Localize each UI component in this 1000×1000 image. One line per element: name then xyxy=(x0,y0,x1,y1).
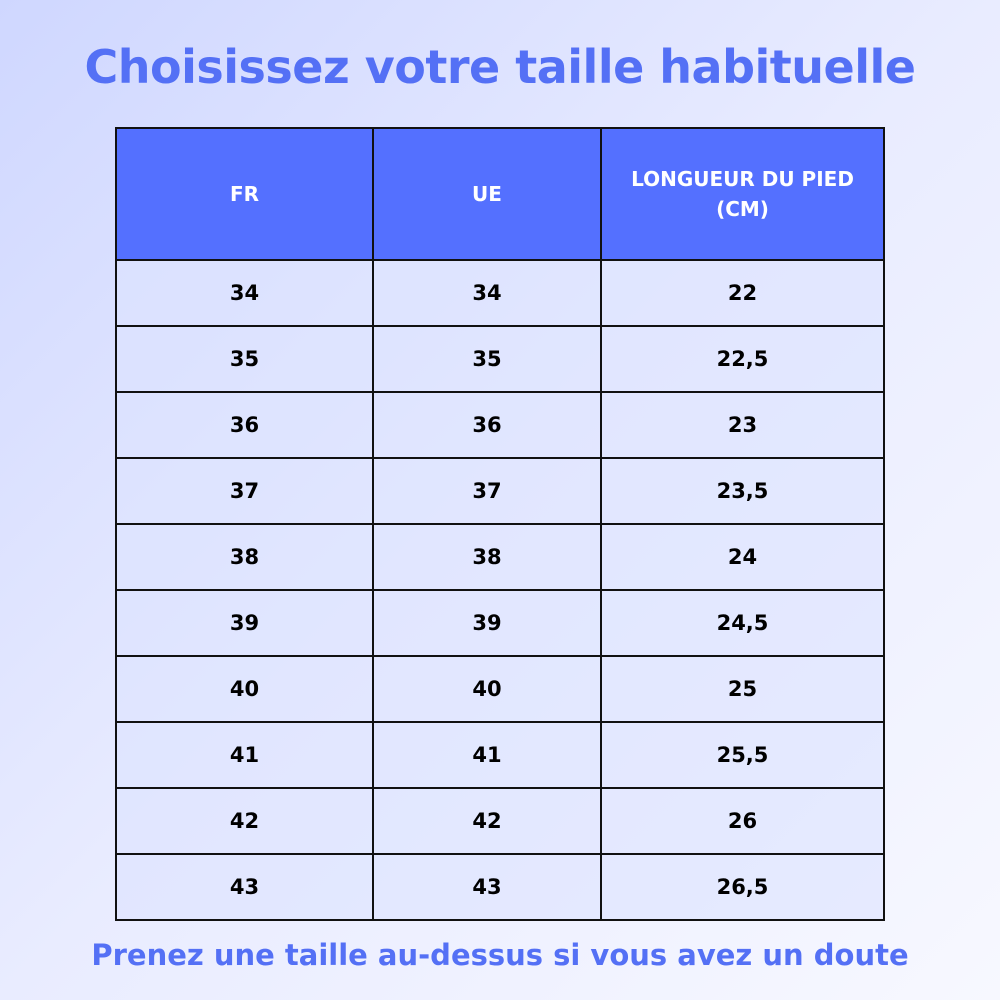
table-cell: 22,5 xyxy=(600,325,885,393)
table-cell: 34 xyxy=(372,259,602,327)
table-cell: 41 xyxy=(372,721,602,789)
column-header: LONGUEUR DU PIED (CM) xyxy=(600,127,885,261)
footer-note: Prenez une taille au-dessus si vous avez… xyxy=(91,938,909,972)
title: Choisissez votre taille habituelle xyxy=(84,40,916,94)
table-cell: 38 xyxy=(115,523,374,591)
table-cell: 40 xyxy=(372,655,602,723)
table-cell: 26,5 xyxy=(600,853,885,921)
table-cell: 39 xyxy=(372,589,602,657)
table-row: 39 39 24,5 xyxy=(115,589,885,657)
table-cell: 26 xyxy=(600,787,885,855)
table-cell: 42 xyxy=(115,787,374,855)
table-cell: 23 xyxy=(600,391,885,459)
table-cell: 41 xyxy=(115,721,374,789)
table-cell: 34 xyxy=(115,259,374,327)
table-row: 37 37 23,5 xyxy=(115,457,885,525)
table-row: 43 43 26,5 xyxy=(115,853,885,921)
table-cell: 43 xyxy=(115,853,374,921)
table-cell: 38 xyxy=(372,523,602,591)
table-row: 35 35 22,5 xyxy=(115,325,885,393)
table-row: 40 40 25 xyxy=(115,655,885,723)
table-cell: 35 xyxy=(115,325,374,393)
table-body: 34 34 22 35 35 22,5 36 36 23 37 37 23,5 38 38 24 39 39 24… xyxy=(115,259,885,921)
table-cell: 43 xyxy=(372,853,602,921)
table-cell: 24 xyxy=(600,523,885,591)
table-row: 42 42 26 xyxy=(115,787,885,855)
table-cell: 37 xyxy=(115,457,374,525)
table-row: 41 41 25,5 xyxy=(115,721,885,789)
size-table: FR UE LONGUEUR DU PIED (CM) 34 34 22 35 35 22,5… xyxy=(115,127,885,921)
table-cell: 25,5 xyxy=(600,721,885,789)
table-row: 38 38 24 xyxy=(115,523,885,591)
column-header: UE xyxy=(372,127,602,261)
table-cell: 36 xyxy=(115,391,374,459)
table-cell: 22 xyxy=(600,259,885,327)
column-header: FR xyxy=(115,127,374,261)
table-cell: 35 xyxy=(372,325,602,393)
table-cell: 37 xyxy=(372,457,602,525)
table-cell: 23,5 xyxy=(600,457,885,525)
table-cell: 42 xyxy=(372,787,602,855)
header-row: FR UE LONGUEUR DU PIED (CM) xyxy=(115,127,885,261)
table-row: 36 36 23 xyxy=(115,391,885,459)
table-cell: 40 xyxy=(115,655,374,723)
table-row: 34 34 22 xyxy=(115,259,885,327)
table-cell: 36 xyxy=(372,391,602,459)
table-cell: 25 xyxy=(600,655,885,723)
table-cell: 39 xyxy=(115,589,374,657)
table-cell: 24,5 xyxy=(600,589,885,657)
